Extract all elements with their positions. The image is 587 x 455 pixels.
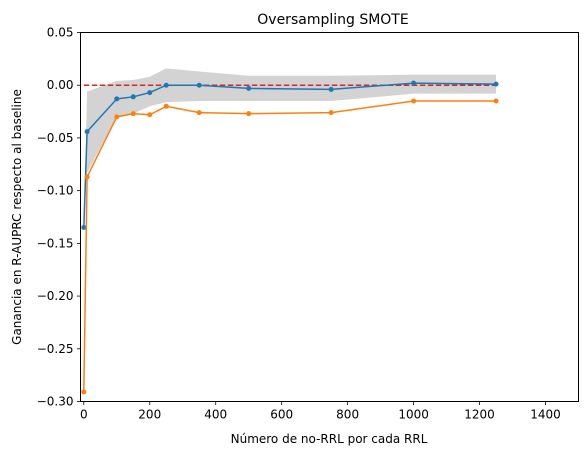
data-point [411, 80, 417, 86]
x-tick-label: 1000 [398, 408, 429, 422]
x-tick-label: 1200 [464, 408, 495, 422]
x-tick-label: 0 [80, 408, 88, 422]
x-tick-label: 800 [336, 408, 359, 422]
data-point [328, 110, 334, 116]
data-point [328, 86, 334, 92]
data-point [84, 129, 90, 135]
data-point [147, 90, 153, 96]
data-point [81, 225, 87, 231]
data-point [84, 174, 90, 180]
y-axis-label: Ganancia en R-AUPRC respecto al baseline [10, 89, 24, 345]
data-point [411, 98, 417, 104]
y-tick-label: −0.10 [37, 184, 74, 198]
data-point [196, 110, 202, 116]
x-axis-label: Número de no-RRL por cada RRL [231, 432, 428, 446]
data-point [246, 111, 252, 117]
y-tick-label: 0.05 [47, 26, 74, 40]
y-tick-label: 0.00 [47, 78, 74, 92]
x-axis: 0 200 400 600 800 1000 1200 1400 [80, 401, 561, 422]
plot-frame [80, 32, 579, 402]
confidence-band [83, 68, 497, 228]
y-tick-label: −0.20 [37, 289, 74, 303]
x-tick-label: 400 [204, 408, 227, 422]
data-point [130, 111, 136, 117]
data-point [147, 112, 153, 118]
data-point [114, 96, 120, 102]
data-point [493, 81, 499, 87]
y-tick-label: −0.05 [37, 131, 74, 145]
data-point [163, 103, 169, 109]
x-tick-label: 1400 [530, 408, 561, 422]
data-point [493, 98, 499, 104]
y-tick-label: −0.30 [37, 395, 74, 409]
data-point [246, 85, 252, 91]
series-1 [81, 80, 499, 231]
y-tick-label: −0.25 [37, 342, 74, 356]
data-point [81, 389, 87, 395]
data-point [114, 114, 120, 120]
data-point [163, 82, 169, 88]
series-2-line [83, 100, 497, 393]
data-point [196, 82, 202, 88]
x-tick-label: 200 [138, 408, 161, 422]
data-point [130, 94, 136, 100]
plot-content [81, 68, 499, 395]
series-2 [81, 98, 499, 395]
x-tick-label: 600 [270, 408, 293, 422]
y-tick-label: −0.15 [37, 236, 74, 250]
chart-title: Oversampling SMOTE [257, 12, 408, 28]
y-axis: −0.30 −0.25 −0.20 −0.15 −0.10 −0.05 0.00 0.05 [37, 26, 81, 409]
